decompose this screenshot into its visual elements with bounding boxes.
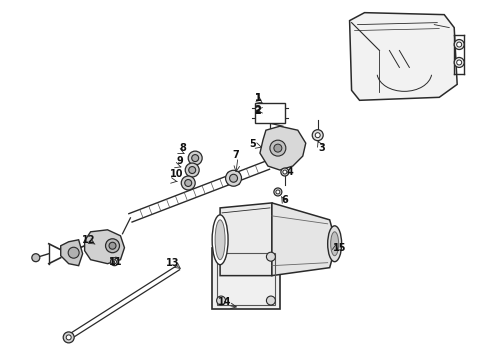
Circle shape [32, 254, 40, 262]
Circle shape [312, 130, 323, 141]
Circle shape [315, 133, 320, 138]
Text: 1: 1 [255, 93, 261, 103]
Text: 8: 8 [180, 143, 187, 153]
Text: 4: 4 [287, 167, 293, 177]
Polygon shape [349, 13, 457, 100]
Circle shape [185, 163, 199, 177]
Bar [217, 253, 275, 305]
Text: 6: 6 [281, 195, 288, 205]
Polygon shape [220, 203, 272, 276]
Text: 10: 10 [170, 169, 183, 179]
Circle shape [189, 167, 196, 174]
Circle shape [274, 188, 282, 196]
Polygon shape [272, 203, 335, 276]
Text: 9: 9 [177, 156, 184, 166]
Text: 3: 3 [318, 143, 325, 153]
Circle shape [454, 58, 464, 67]
Circle shape [274, 144, 282, 152]
Polygon shape [260, 126, 306, 170]
Text: 15: 15 [333, 243, 346, 253]
Ellipse shape [331, 232, 339, 256]
Circle shape [283, 170, 287, 174]
Circle shape [181, 176, 195, 190]
Circle shape [105, 239, 120, 253]
Text: 14: 14 [219, 297, 232, 306]
Ellipse shape [215, 220, 225, 260]
Circle shape [217, 296, 225, 305]
Polygon shape [61, 240, 83, 266]
Bar [212, 248, 280, 310]
Text: 11: 11 [109, 257, 122, 267]
Circle shape [113, 260, 117, 264]
Circle shape [276, 190, 280, 194]
Circle shape [454, 40, 464, 50]
Ellipse shape [328, 226, 342, 262]
Text: 2: 2 [255, 106, 261, 116]
Circle shape [217, 252, 225, 261]
Circle shape [270, 140, 286, 156]
Text: 12: 12 [82, 235, 96, 245]
Text: 2: 2 [255, 105, 261, 115]
Polygon shape [85, 230, 124, 264]
Circle shape [63, 332, 74, 343]
Circle shape [225, 170, 242, 186]
Circle shape [457, 60, 462, 65]
Circle shape [185, 180, 192, 186]
Circle shape [229, 174, 238, 182]
Ellipse shape [212, 215, 228, 265]
Circle shape [267, 252, 275, 261]
Circle shape [188, 151, 202, 165]
Text: 5: 5 [249, 139, 256, 149]
Text: 7: 7 [233, 150, 240, 160]
Bar [255, 103, 285, 123]
Circle shape [267, 296, 275, 305]
Circle shape [192, 154, 198, 162]
Circle shape [111, 258, 119, 266]
Circle shape [109, 242, 116, 249]
Circle shape [66, 335, 71, 340]
Circle shape [68, 247, 79, 258]
Text: 1: 1 [255, 93, 261, 103]
Circle shape [457, 42, 462, 47]
Text: 13: 13 [166, 258, 179, 268]
Circle shape [281, 168, 289, 176]
